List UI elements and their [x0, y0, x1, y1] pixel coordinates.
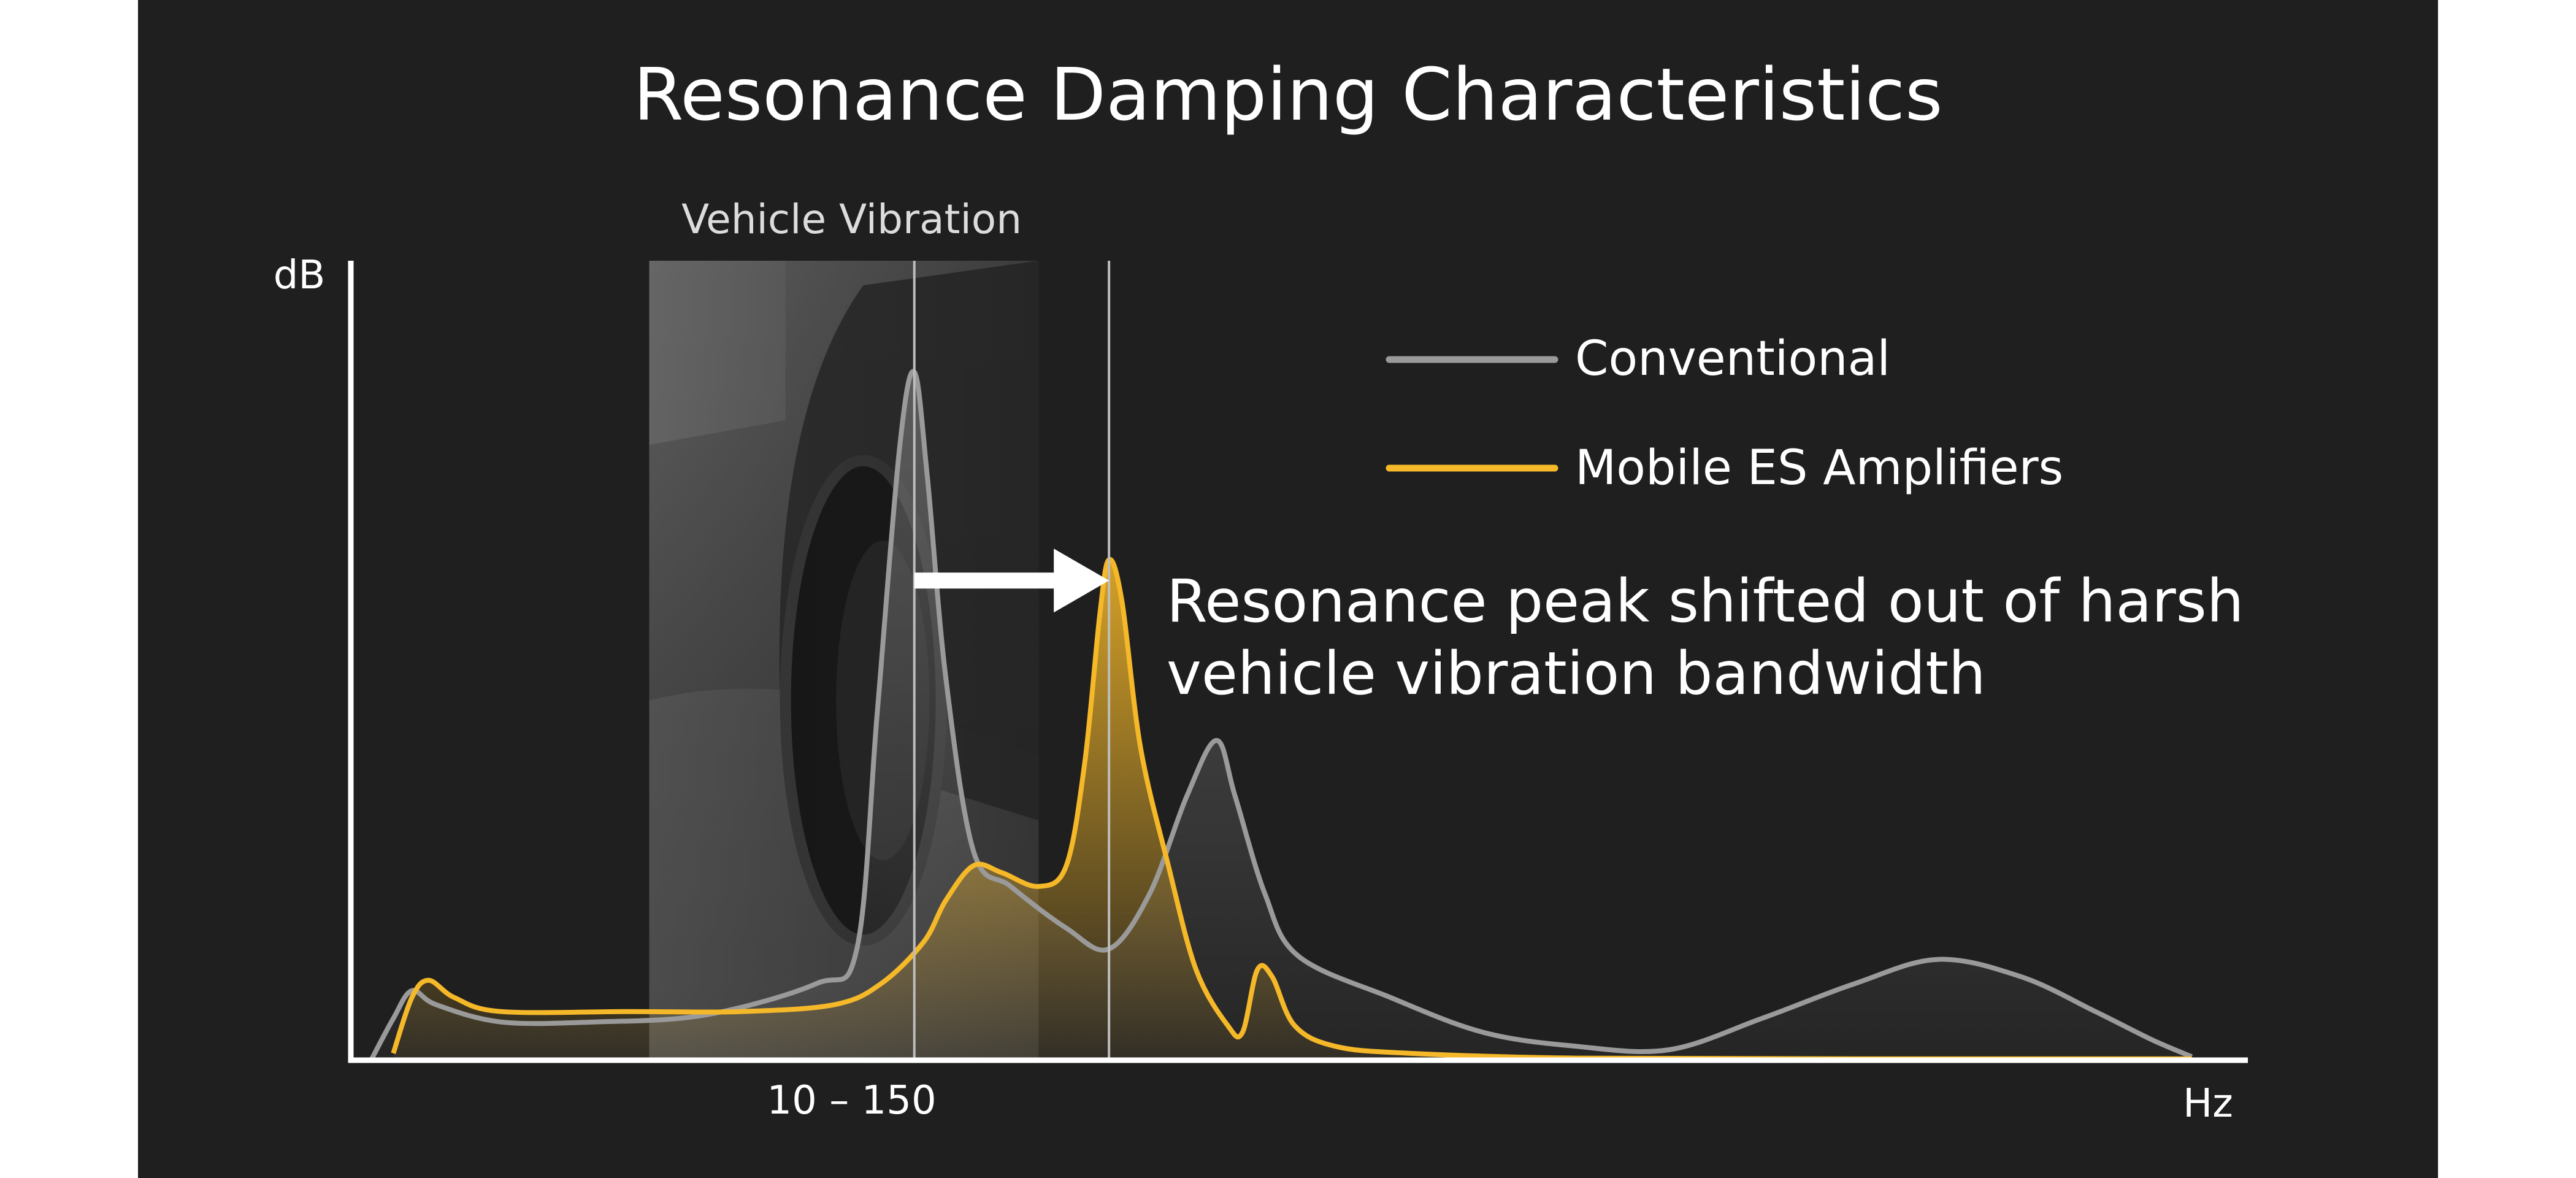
chart-title: Resonance Damping Characteristics — [633, 52, 1942, 137]
x-axis-label: Hz — [2183, 1081, 2233, 1126]
legend: Conventional Mobile ES Amplifiers — [1386, 331, 2063, 496]
legend-label-mobile-es: Mobile ES Amplifiers — [1575, 441, 2063, 496]
conventional-line — [369, 369, 2193, 1061]
shift-arrow-icon — [914, 549, 1110, 613]
vehicle-vibration-label: Vehicle Vibration — [681, 196, 1022, 243]
x-tick-label: 10 – 150 — [767, 1078, 936, 1123]
conventional-area — [371, 371, 2192, 1060]
annotation: Resonance peak shifted out of harsh vehi… — [1167, 567, 2244, 708]
legend-label-conventional: Conventional — [1575, 331, 1890, 387]
annotation-line-1: Resonance peak shifted out of harsh — [1167, 567, 2244, 636]
annotation-line-2: vehicle vibration bandwidth — [1167, 639, 1986, 708]
y-axis-label: dB — [274, 253, 326, 298]
